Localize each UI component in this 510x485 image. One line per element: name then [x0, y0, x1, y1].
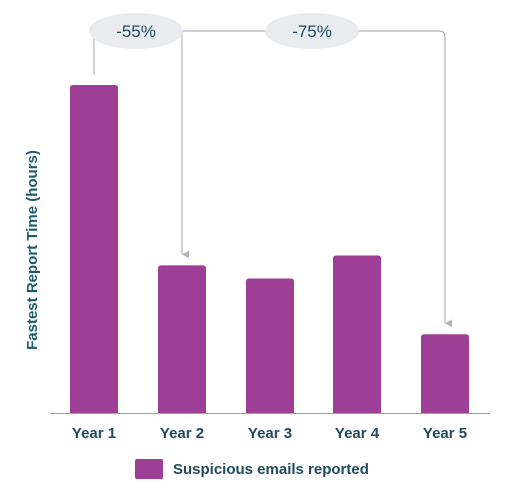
annotation-label: -75% [292, 22, 332, 41]
legend-label: Suspicious emails reported [173, 461, 369, 478]
annotation-bubble [89, 13, 183, 49]
connector-to-year-5 [94, 30, 453, 328]
y-axis-label: Fastest Report Time (hours) [24, 150, 41, 350]
x-tick-labels: Year 1 Year 2 Year 3 Year 4 Year 5 [72, 425, 467, 442]
annotation-label: -55% [116, 22, 156, 41]
bars-group [70, 85, 469, 413]
x-tick-label-year-5: Year 5 [423, 425, 467, 442]
bar-year-2 [158, 265, 206, 413]
bar-year-1 [70, 85, 118, 413]
annotation-2: -75% [265, 13, 359, 49]
x-tick-label-year-3: Year 3 [248, 425, 292, 442]
x-tick-label-year-4: Year 4 [335, 425, 380, 442]
legend-swatch [135, 459, 163, 479]
x-tick-label-year-2: Year 2 [160, 425, 204, 442]
annotation-bubble [265, 13, 359, 49]
bar-year-4 [333, 255, 381, 413]
annotations-group: -55% -75% [89, 13, 359, 49]
annotation-1: -55% [89, 13, 183, 49]
x-tick-label-year-1: Year 1 [72, 425, 116, 442]
bar-year-3 [246, 278, 294, 413]
legend: Suspicious emails reported [135, 459, 369, 479]
bar-year-5 [421, 334, 469, 413]
